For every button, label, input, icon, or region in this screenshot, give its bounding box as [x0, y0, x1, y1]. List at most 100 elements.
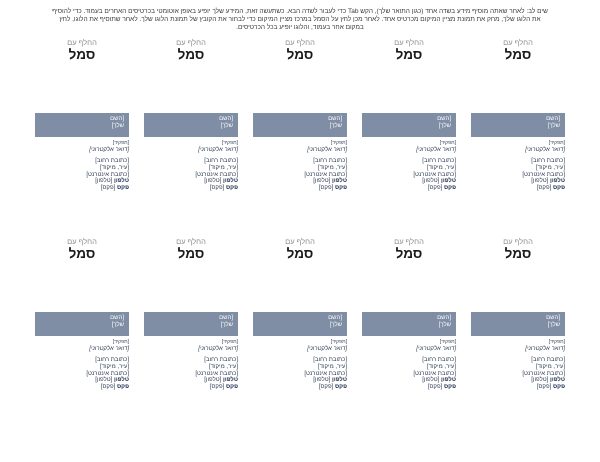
email-placeholder[interactable]: [דואר אלקטרוני] [307, 147, 347, 154]
name-line-1: [השם [546, 315, 560, 322]
city-zip-placeholder[interactable]: [עיר, מיקוד] [535, 363, 565, 370]
phone-line[interactable]: טלפון [טלפון] [473, 377, 565, 384]
web-address-placeholder[interactable]: [כתובת אינטרנט] [195, 370, 238, 377]
phone-line[interactable]: טלפון [טלפון] [364, 178, 456, 185]
city-zip-placeholder[interactable]: [עיר, מיקוד] [426, 164, 456, 171]
name-placeholder[interactable]: [השם שלך] [253, 113, 347, 138]
city-zip-placeholder[interactable]: [עיר, מיקוד] [317, 363, 347, 370]
street-address-placeholder[interactable]: [כתובת רחוב] [422, 357, 456, 364]
city-zip-placeholder[interactable]: [עיר, מיקוד] [99, 363, 129, 370]
street-address-placeholder[interactable]: [כתובת רחוב] [95, 158, 129, 165]
city-zip-placeholder[interactable]: [עיר, מיקוד] [208, 164, 238, 171]
city-zip-placeholder[interactable]: [עיר, מיקוד] [426, 363, 456, 370]
job-title-placeholder[interactable]: [תפקיד] [439, 339, 456, 346]
logo-placeholder[interactable]: החלף עם סמל [471, 38, 565, 113]
logo-caption: סמל [504, 47, 532, 63]
web-address-placeholder[interactable]: [כתובת אינטרנט] [413, 370, 456, 377]
job-title-placeholder[interactable]: [תפקיד] [330, 339, 347, 346]
fax-line[interactable]: פקס [פקס] [37, 185, 129, 192]
phone-line[interactable]: טלפון [טלפון] [255, 178, 347, 185]
email-placeholder[interactable]: [דואר אלקטרוני] [525, 147, 565, 154]
fax-line[interactable]: פקס [פקס] [37, 384, 129, 391]
logo-placeholder[interactable]: החלף עם סמל [253, 237, 347, 312]
phone-line[interactable]: טלפון [טלפון] [37, 178, 129, 185]
web-address-placeholder[interactable]: [כתובת אינטרנט] [413, 171, 456, 178]
logo-placeholder[interactable]: החלף עם סמל [144, 38, 238, 113]
logo-placeholder[interactable]: החלף עם סמל [35, 237, 129, 312]
logo-placeholder[interactable]: החלף עם סמל [362, 38, 456, 113]
web-address-placeholder[interactable]: [כתובת אינטרנט] [304, 370, 347, 377]
phone-label: טלפון [114, 178, 129, 185]
logo-placeholder[interactable]: החלף עם סמל [35, 38, 129, 113]
job-title-placeholder[interactable]: [תפקיד] [548, 140, 565, 147]
job-title-placeholder[interactable]: [תפקיד] [439, 140, 456, 147]
city-zip-placeholder[interactable]: [עיר, מיקוד] [99, 164, 129, 171]
phone-line[interactable]: טלפון [טלפון] [37, 377, 129, 384]
name-placeholder[interactable]: [השם שלך] [144, 312, 238, 337]
street-address-placeholder[interactable]: [כתובת רחוב] [531, 357, 565, 364]
email-placeholder[interactable]: [דואר אלקטרוני] [416, 346, 456, 353]
web-address-placeholder[interactable]: [כתובת אינטרנט] [195, 171, 238, 178]
fax-line[interactable]: פקס [פקס] [473, 384, 565, 391]
contact-block: [תפקיד] [דואר אלקטרוני] [כתובת רחוב] [עי… [362, 140, 456, 191]
fax-label: פקס [225, 383, 238, 390]
fax-line[interactable]: פקס [פקס] [146, 384, 238, 391]
street-address-placeholder[interactable]: [כתובת רחוב] [95, 357, 129, 364]
web-address-placeholder[interactable]: [כתובת אינטרנט] [86, 171, 129, 178]
logo-placeholder[interactable]: החלף עם סמל [471, 237, 565, 312]
phone-line[interactable]: טלפון [טלפון] [255, 377, 347, 384]
name-placeholder[interactable]: [השם שלך] [471, 312, 565, 337]
name-placeholder[interactable]: [השם שלך] [471, 113, 565, 138]
name-line-1: [השם [437, 116, 451, 123]
street-address-placeholder[interactable]: [כתובת רחוב] [531, 158, 565, 165]
email-placeholder[interactable]: [דואר אלקטרוני] [198, 346, 238, 353]
name-line-1: [השם [110, 315, 124, 322]
job-title-placeholder[interactable]: [תפקיד] [548, 339, 565, 346]
fax-line[interactable]: פקס [פקס] [364, 185, 456, 192]
street-address-placeholder[interactable]: [כתובת רחוב] [204, 357, 238, 364]
name-placeholder[interactable]: [השם שלך] [144, 113, 238, 138]
email-placeholder[interactable]: [דואר אלקטרוני] [525, 346, 565, 353]
name-placeholder[interactable]: [השם שלך] [35, 113, 129, 138]
street-address-placeholder[interactable]: [כתובת רחוב] [422, 158, 456, 165]
fax-line[interactable]: פקס [פקס] [255, 384, 347, 391]
email-placeholder[interactable]: [דואר אלקטרוני] [416, 147, 456, 154]
city-zip-placeholder[interactable]: [עיר, מיקוד] [535, 164, 565, 171]
city-zip-placeholder[interactable]: [עיר, מיקוד] [317, 164, 347, 171]
name-placeholder[interactable]: [השם שלך] [362, 312, 456, 337]
web-address-placeholder[interactable]: [כתובת אינטרנט] [304, 171, 347, 178]
job-title-placeholder[interactable]: [תפקיד] [330, 140, 347, 147]
job-title-placeholder[interactable]: [תפקיד] [221, 140, 238, 147]
business-card: החלף עם סמל [השם שלך] [תפקיד] [דואר אלקט… [144, 237, 238, 390]
logo-placeholder[interactable]: החלף עם סמל [362, 237, 456, 312]
name-placeholder[interactable]: [השם שלך] [35, 312, 129, 337]
city-zip-placeholder[interactable]: [עיר, מיקוד] [208, 363, 238, 370]
email-placeholder[interactable]: [דואר אלקטרוני] [89, 147, 129, 154]
street-address-placeholder[interactable]: [כתובת רחוב] [313, 158, 347, 165]
phone-line[interactable]: טלפון [טלפון] [146, 377, 238, 384]
web-address-placeholder[interactable]: [כתובת אינטרנט] [522, 370, 565, 377]
job-title-placeholder[interactable]: [תפקיד] [112, 140, 129, 147]
fax-line[interactable]: פקס [פקס] [255, 185, 347, 192]
phone-line[interactable]: טלפון [טלפון] [146, 178, 238, 185]
logo-placeholder[interactable]: החלף עם סמל [144, 237, 238, 312]
logo-caption: סמל [68, 246, 96, 262]
email-placeholder[interactable]: [דואר אלקטרוני] [198, 147, 238, 154]
web-address-placeholder[interactable]: [כתובת אינטרנט] [522, 171, 565, 178]
fax-line[interactable]: פקס [פקס] [364, 384, 456, 391]
logo-replace-caption: החלף עם [285, 237, 315, 247]
phone-line[interactable]: טלפון [טלפון] [364, 377, 456, 384]
email-placeholder[interactable]: [דואר אלקטרוני] [307, 346, 347, 353]
street-address-placeholder[interactable]: [כתובת רחוב] [313, 357, 347, 364]
email-placeholder[interactable]: [דואר אלקטרוני] [89, 346, 129, 353]
job-title-placeholder[interactable]: [תפקיד] [112, 339, 129, 346]
name-placeholder[interactable]: [השם שלך] [362, 113, 456, 138]
job-title-placeholder[interactable]: [תפקיד] [221, 339, 238, 346]
fax-line[interactable]: פקס [פקס] [473, 185, 565, 192]
fax-line[interactable]: פקס [פקס] [146, 185, 238, 192]
logo-placeholder[interactable]: החלף עם סמל [253, 38, 347, 113]
phone-line[interactable]: טלפון [טלפון] [473, 178, 565, 185]
name-placeholder[interactable]: [השם שלך] [253, 312, 347, 337]
web-address-placeholder[interactable]: [כתובת אינטרנט] [86, 370, 129, 377]
street-address-placeholder[interactable]: [כתובת רחוב] [204, 158, 238, 165]
